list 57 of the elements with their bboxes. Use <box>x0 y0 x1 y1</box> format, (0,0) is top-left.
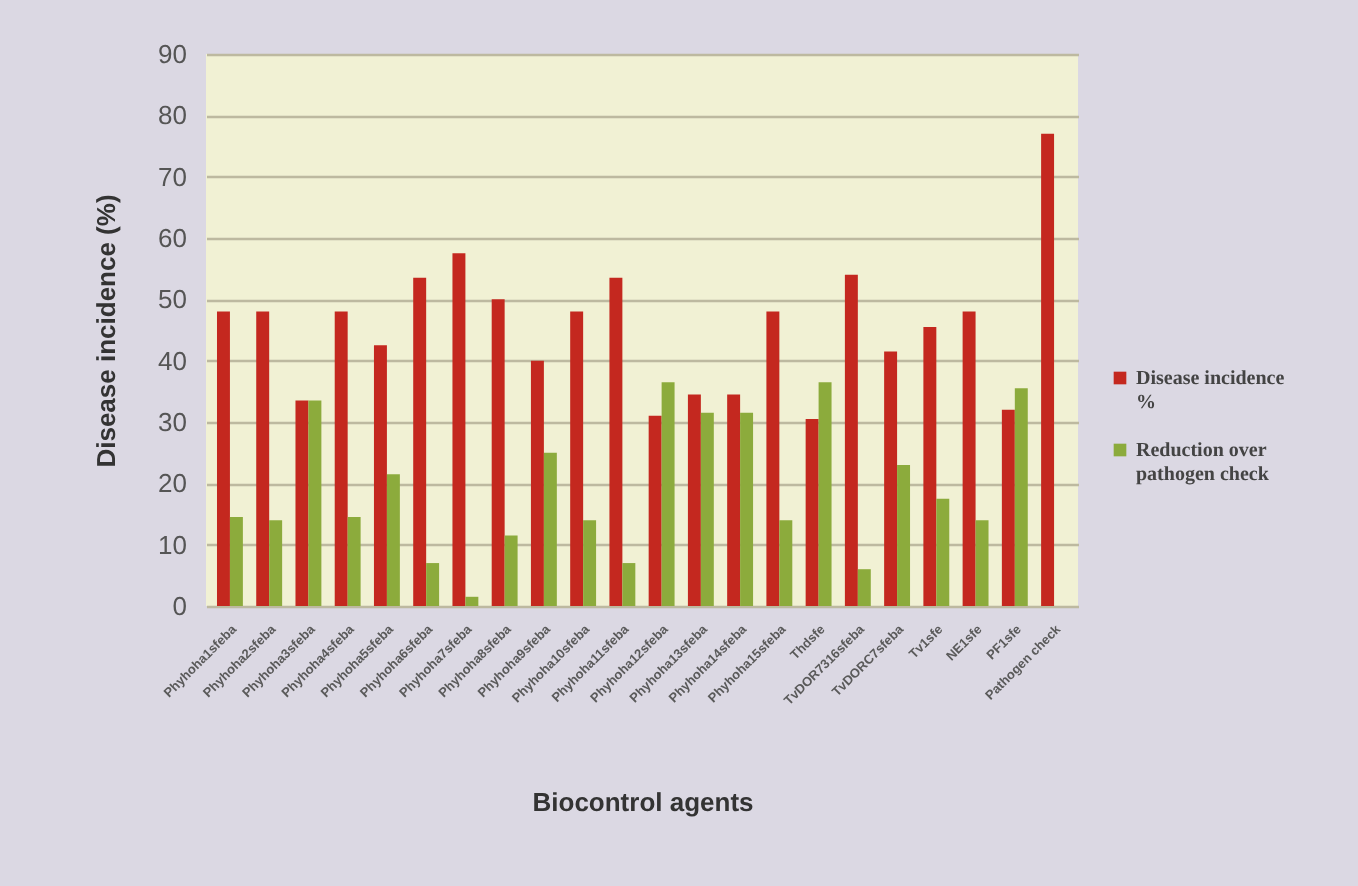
bar <box>347 517 361 606</box>
y-tick-label: 20 <box>158 468 187 499</box>
bar <box>504 535 518 606</box>
bar <box>216 311 230 606</box>
bar <box>229 517 243 606</box>
bar <box>857 569 871 606</box>
bar <box>923 326 937 606</box>
y-tick-label: 50 <box>158 284 187 315</box>
bar <box>609 277 623 606</box>
bar <box>373 345 387 606</box>
bar <box>818 382 832 606</box>
y-tick-label: 30 <box>158 407 187 437</box>
bar <box>334 311 348 606</box>
bar <box>491 299 505 606</box>
bar <box>844 274 858 606</box>
bar <box>570 311 584 606</box>
bar <box>779 520 793 606</box>
bar <box>766 311 780 606</box>
y-tick-label: 0 <box>172 591 187 621</box>
bar <box>583 520 597 606</box>
bar <box>386 474 400 606</box>
bar <box>452 253 466 606</box>
legend-label: Reduction over pathogen check <box>1136 440 1270 486</box>
bar <box>936 498 950 606</box>
legend-label: Disease incidence % <box>1136 368 1286 414</box>
bar <box>308 400 322 606</box>
y-tick-label: 80 <box>158 100 187 131</box>
bar <box>884 351 898 606</box>
x-axis-title: Biocontrol agents <box>532 787 754 817</box>
bar <box>295 400 309 606</box>
bar <box>269 520 283 606</box>
bar <box>1014 388 1028 606</box>
bar <box>256 311 270 606</box>
bar <box>700 412 714 606</box>
bar <box>465 596 479 606</box>
bar <box>1041 133 1055 606</box>
bar <box>426 563 440 606</box>
bar <box>622 563 636 606</box>
y-tick-label: 70 <box>158 161 187 192</box>
bar <box>661 382 675 606</box>
y-tick-label: 60 <box>158 223 187 253</box>
bar <box>648 415 662 606</box>
bar <box>543 452 557 606</box>
y-tick-label: 90 <box>158 39 187 69</box>
bar <box>530 360 544 606</box>
bar <box>897 464 911 606</box>
bar <box>413 277 427 606</box>
bar <box>1001 409 1015 606</box>
bar <box>975 520 989 606</box>
bar <box>805 418 819 606</box>
bar <box>740 412 754 606</box>
bar <box>727 394 741 606</box>
y-tick-label: 10 <box>158 529 187 560</box>
bar <box>962 311 976 606</box>
bar <box>687 394 701 606</box>
y-tick-label: 40 <box>158 345 187 376</box>
y-axis-title: Disease incidence (%) <box>91 194 121 468</box>
